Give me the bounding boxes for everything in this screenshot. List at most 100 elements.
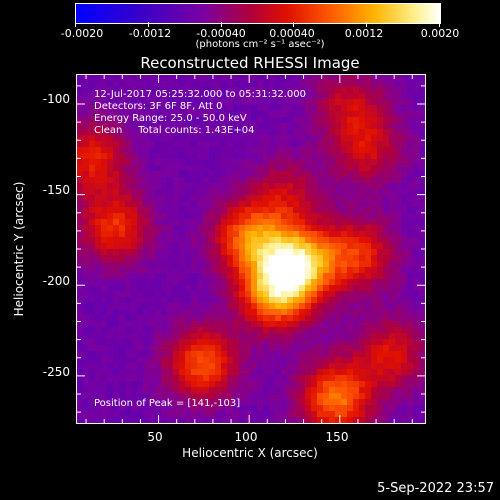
- heatmap-cell: [275, 315, 282, 322]
- heatmap-cell: [365, 399, 372, 406]
- heatmap-cell: [155, 129, 162, 136]
- heatmap-cell: [113, 129, 120, 136]
- heatmap-cell: [125, 213, 132, 220]
- heatmap-cell: [359, 351, 366, 358]
- heatmap-cell: [377, 135, 384, 142]
- heatmap-cell: [305, 243, 312, 250]
- heatmap-cell: [227, 381, 234, 388]
- heatmap-cell: [167, 387, 174, 394]
- heatmap-cell: [323, 99, 330, 106]
- heatmap-cell: [155, 321, 162, 328]
- heatmap-cell: [197, 249, 204, 256]
- heatmap-cell: [89, 363, 96, 370]
- heatmap-cell: [311, 153, 318, 160]
- heatmap-cell: [311, 195, 318, 202]
- heatmap-cell: [371, 369, 378, 376]
- heatmap-cell: [317, 201, 324, 208]
- heatmap-cell: [395, 381, 402, 388]
- heatmap-cell: [131, 93, 138, 100]
- heatmap-cell: [311, 129, 318, 136]
- heatmap-cell: [119, 219, 126, 226]
- heatmap-cell: [137, 165, 144, 172]
- heatmap-cell: [245, 327, 252, 334]
- heatmap-cell: [311, 291, 318, 298]
- colorbar-tick: [293, 22, 294, 27]
- heatmap-cell: [395, 285, 402, 292]
- heatmap-cell: [95, 75, 102, 82]
- heatmap-cell: [221, 369, 228, 376]
- heatmap-cell: [317, 87, 324, 94]
- heatmap-cell: [413, 261, 420, 268]
- heatmap-cell: [305, 177, 312, 184]
- heatmap-cell: [311, 93, 318, 100]
- heatmap-cell: [233, 99, 240, 106]
- heatmap-cell: [77, 75, 84, 82]
- heatmap-cell: [167, 231, 174, 238]
- heatmap-cell: [281, 123, 288, 130]
- heatmap-cell: [323, 333, 330, 340]
- heatmap-cell: [221, 249, 228, 256]
- heatmap-cell: [341, 249, 348, 256]
- heatmap-cell: [383, 159, 390, 166]
- heatmap-cell: [329, 273, 336, 280]
- heatmap-cell: [413, 333, 420, 340]
- heatmap-cell: [335, 333, 342, 340]
- heatmap-cell: [191, 381, 198, 388]
- heatmap-cell: [353, 81, 360, 88]
- heatmap-cell: [305, 279, 312, 286]
- heatmap-cell: [113, 75, 120, 82]
- heatmap-cell: [185, 189, 192, 196]
- heatmap-cell: [167, 195, 174, 202]
- heatmap-cell: [161, 183, 168, 190]
- heatmap-cell: [281, 339, 288, 346]
- heatmap-cell: [263, 243, 270, 250]
- heatmap-cell: [209, 87, 216, 94]
- x-axis-label: Heliocentric X (arcsec): [182, 446, 318, 460]
- heatmap-cell: [239, 129, 246, 136]
- heatmap-cell: [317, 189, 324, 196]
- heatmap-cell: [191, 405, 198, 412]
- heatmap-cell: [167, 219, 174, 226]
- heatmap-cell: [323, 351, 330, 358]
- heatmap-cell: [305, 231, 312, 238]
- heatmap-cell: [89, 411, 96, 418]
- heatmap-cell: [245, 123, 252, 130]
- heatmap-cell: [167, 243, 174, 250]
- heatmap-cell: [377, 315, 384, 322]
- heatmap-cell: [275, 243, 282, 250]
- heatmap-cell: [383, 189, 390, 196]
- heatmap-cell: [329, 327, 336, 334]
- heatmap-cell: [257, 393, 264, 400]
- heatmap-cell: [311, 87, 318, 94]
- heatmap-cell: [185, 303, 192, 310]
- heatmap-cell: [293, 123, 300, 130]
- heatmap-cell: [395, 165, 402, 172]
- heatmap-cell: [251, 207, 258, 214]
- heatmap-cell: [107, 249, 114, 256]
- heatmap-cell: [107, 315, 114, 322]
- heatmap-cell: [257, 183, 264, 190]
- heatmap-cell: [89, 105, 96, 112]
- heatmap-cell: [323, 225, 330, 232]
- heatmap-cell: [137, 249, 144, 256]
- heatmap-cell: [407, 105, 414, 112]
- heatmap-cell: [317, 183, 324, 190]
- heatmap-cell: [371, 303, 378, 310]
- heatmap-cell: [329, 345, 336, 352]
- heatmap-cell: [137, 393, 144, 400]
- heatmap-cell: [215, 363, 222, 370]
- heatmap-cell: [209, 159, 216, 166]
- heatmap-cell: [275, 297, 282, 304]
- heatmap-cell: [281, 165, 288, 172]
- heatmap-cell: [125, 93, 132, 100]
- heatmap-cell: [107, 375, 114, 382]
- heatmap-cell: [191, 399, 198, 406]
- heatmap-cell: [95, 393, 102, 400]
- heatmap-cell: [221, 111, 228, 118]
- heatmap-cell: [227, 225, 234, 232]
- heatmap-cell: [143, 321, 150, 328]
- heatmap-cell: [329, 75, 336, 82]
- heatmap-cell: [185, 363, 192, 370]
- heatmap-cell: [263, 117, 270, 124]
- heatmap-cell: [221, 393, 228, 400]
